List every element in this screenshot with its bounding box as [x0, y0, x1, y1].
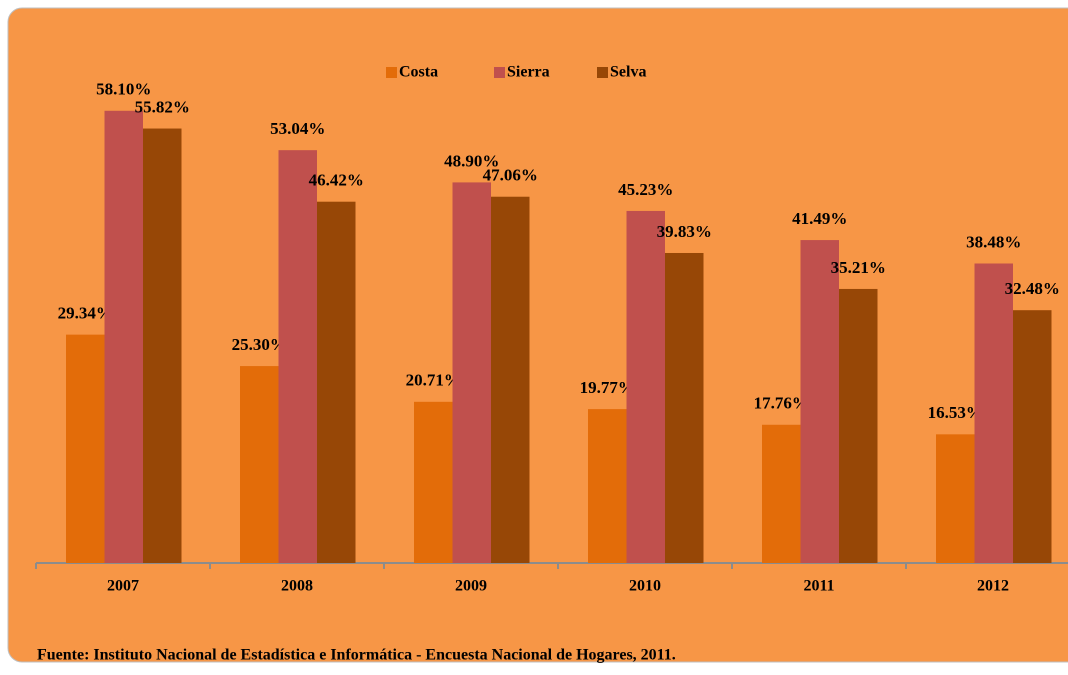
data-label: 19.77% [580, 378, 635, 397]
data-label: 41.49% [792, 209, 847, 228]
legend-swatch [597, 67, 608, 78]
data-label: 39.83% [657, 222, 712, 241]
data-label: 45.23% [618, 180, 673, 199]
legend-label: Sierra [507, 64, 550, 81]
bar [974, 263, 1013, 563]
bar [588, 409, 627, 563]
bar [491, 196, 530, 563]
data-label: 46.42% [309, 171, 364, 190]
data-label: 55.82% [135, 97, 190, 116]
data-label: 35.21% [831, 258, 886, 277]
bar [240, 366, 279, 563]
x-tick-label: 2009 [455, 578, 487, 595]
data-label: 38.48% [966, 232, 1021, 251]
legend-swatch [494, 67, 505, 78]
data-label: 32.48% [1005, 279, 1060, 298]
bar [626, 210, 665, 563]
source-note: Fuente: Instituto Nacional de Estadístic… [37, 647, 676, 664]
bar [414, 401, 453, 563]
bar [839, 288, 878, 563]
data-label: 58.10% [96, 80, 151, 99]
legend-label: Costa [399, 64, 438, 81]
x-tick-label: 2011 [803, 578, 834, 595]
x-tick-label: 2010 [629, 578, 661, 595]
bar [762, 424, 801, 563]
data-label: 48.90% [444, 151, 499, 170]
bar [104, 110, 143, 563]
bar [665, 252, 704, 563]
bar [936, 434, 975, 563]
bar [66, 334, 105, 563]
legend-label: Selva [610, 64, 646, 81]
data-label: 53.04% [270, 119, 325, 138]
x-tick-label: 2007 [107, 578, 139, 595]
bar [800, 240, 839, 563]
x-tick-label: 2012 [977, 578, 1009, 595]
legend-swatch [386, 67, 397, 78]
data-label: 29.34% [58, 304, 113, 323]
bar [278, 150, 317, 563]
bar [317, 201, 356, 563]
data-label: 16.53% [928, 403, 983, 422]
data-label: 47.06% [483, 166, 538, 185]
data-label: 20.71% [406, 371, 461, 390]
bar [1013, 310, 1052, 563]
x-tick-label: 2008 [281, 578, 313, 595]
data-label: 25.30% [232, 335, 287, 354]
bar [143, 128, 182, 563]
bar [452, 182, 491, 563]
data-label: 17.76% [754, 394, 809, 413]
